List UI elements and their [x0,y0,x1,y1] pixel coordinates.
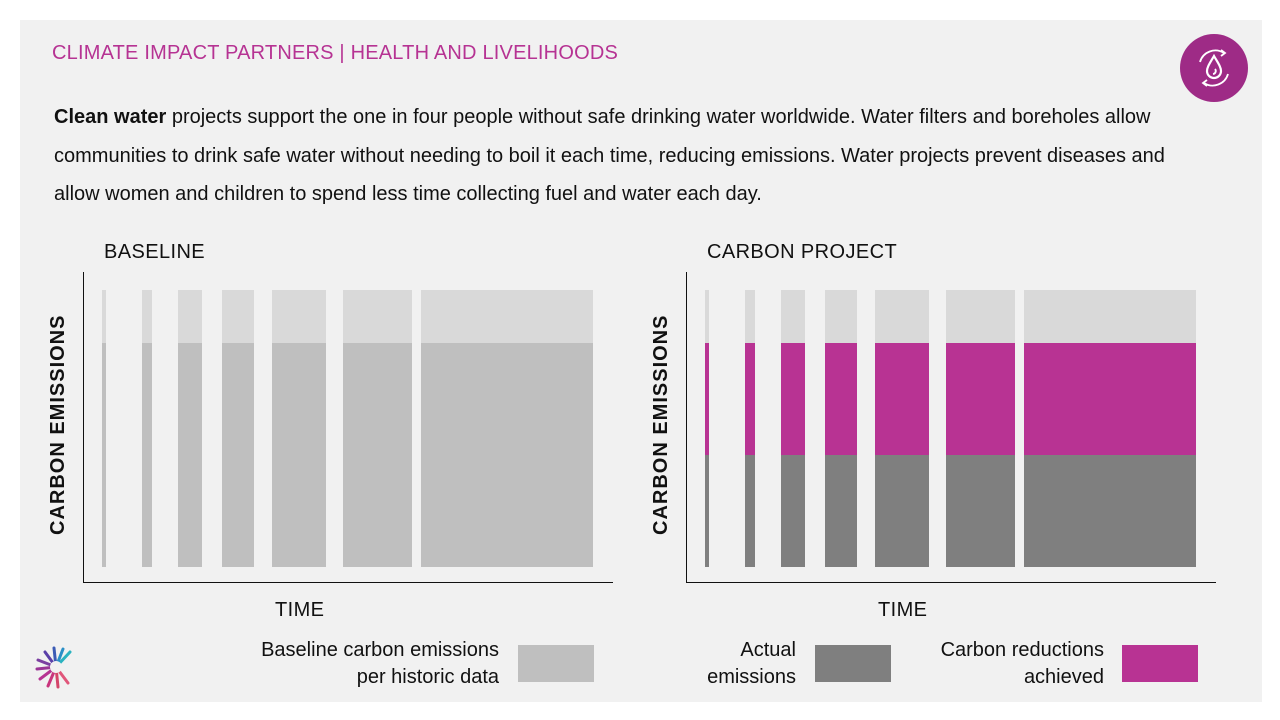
legend-baseline-line2: per historic data [356,666,499,688]
reduction-bar [946,343,1015,455]
baseline-bar [222,343,254,567]
baseline-bar [178,343,202,567]
legend-reductions-swatch [1122,645,1198,682]
legend-baseline-label: Baseline carbon emissions per historic d… [198,637,499,691]
project-y-axis [686,272,687,583]
project-x-axis [686,582,1216,583]
reduction-bar [825,343,857,455]
baseline-bar [142,343,152,567]
legend-actual-line1: Actual [740,639,796,661]
project-bar-cap [1024,290,1196,343]
legend-reductions-line1: Carbon reductions [940,639,1104,661]
slide: CLIMATE IMPACT PARTNERS | HEALTH AND LIV… [20,20,1262,702]
project-x-label: TIME [878,599,928,621]
project-bar-cap [781,290,805,343]
reduction-bar [875,343,929,455]
baseline-x-axis [83,582,613,583]
project-bar-cap [705,290,709,343]
intro-paragraph: Clean water projects support the one in … [54,98,1194,214]
intro-bold: Clean water [54,106,167,128]
baseline-chart [102,290,593,567]
project-bar-cap [946,290,1015,343]
actual-emissions-bar [705,455,709,567]
legend-actual-line2: emissions [707,666,796,688]
actual-emissions-bar [745,455,755,567]
reduction-bar [745,343,755,455]
legend-reductions-line2: achieved [1023,666,1104,688]
legend-reductions-label: Carbon reductions achieved [904,637,1104,691]
project-chart [705,290,1196,567]
reduction-bar [1024,343,1196,455]
project-bar-cap [745,290,755,343]
legend-actual-label: Actual emissions [656,637,796,691]
baseline-bar-cap [272,290,326,343]
reduction-bar [781,343,805,455]
sunburst-logo-icon [34,645,78,689]
project-bar-cap [875,290,929,343]
baseline-bar [343,343,412,567]
baseline-bar-cap [421,290,593,343]
baseline-bar-cap [343,290,412,343]
header-title: CLIMATE IMPACT PARTNERS | HEALTH AND LIV… [52,42,619,64]
actual-emissions-bar [825,455,857,567]
legend-baseline-line1: Baseline carbon emissions [261,639,499,661]
actual-emissions-bar [781,455,805,567]
actual-emissions-bar [1024,455,1196,567]
baseline-title: BASELINE [104,241,206,263]
baseline-bar [272,343,326,567]
baseline-bar [421,343,593,567]
project-title: CARBON PROJECT [707,241,898,263]
actual-emissions-bar [875,455,929,567]
legend-actual-swatch [815,645,891,682]
actual-emissions-bar [946,455,1015,567]
baseline-x-label: TIME [275,599,325,621]
water-drop-cycle-icon [1180,34,1248,102]
reduction-bar [705,343,709,455]
baseline-bar-cap [178,290,202,343]
intro-text: projects support the one in four people … [54,106,1165,205]
baseline-bar-cap [222,290,254,343]
baseline-y-axis [83,272,84,583]
legend-baseline-swatch [518,645,594,682]
baseline-bar-cap [142,290,152,343]
project-bar-cap [825,290,857,343]
baseline-bar [102,343,106,567]
baseline-bar-cap [102,290,106,343]
